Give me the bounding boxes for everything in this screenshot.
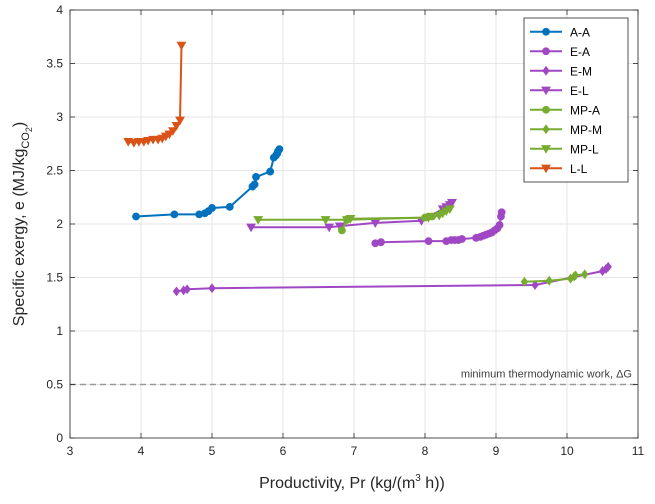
legend-label-e-m: E-M — [570, 64, 592, 78]
legend-marker-mp-l — [541, 145, 551, 154]
legend-label-e-a: E-A — [570, 45, 590, 59]
data-point-l-l — [171, 121, 182, 131]
data-point-a-a — [250, 180, 259, 189]
data-point-e-l — [447, 199, 457, 208]
data-point-mp-l — [423, 213, 434, 223]
legend-label-mp-l: MP-L — [570, 142, 599, 156]
data-point-e-m — [531, 280, 539, 290]
legend-marker-e-m — [542, 65, 550, 76]
x-axis-title-main: Productivity, Pr (kg/(m — [259, 475, 415, 492]
x-axis-title: Productivity, Pr (kg/(m3 h)) — [259, 473, 445, 492]
y-tick-label: 2.5 — [46, 164, 63, 178]
y-tick-label: 1.5 — [46, 271, 63, 285]
data-point-mp-m — [545, 275, 553, 286]
series-e-m — [172, 261, 612, 297]
data-point-a-a — [132, 212, 140, 221]
legend-label-mp-a: MP-A — [570, 103, 600, 117]
y-axis-title-sub: CO — [20, 132, 32, 149]
legend: A-A E-A E-M E-L MP-A MP-M MP-L L-L — [523, 17, 629, 183]
data-point-mp-l — [444, 205, 455, 215]
data-point-e-m — [183, 284, 191, 295]
x-tick-label: 9 — [493, 444, 500, 458]
x-tick-label: 11 — [632, 444, 645, 458]
data-point-a-a — [252, 173, 260, 181]
x-tick-label: 4 — [138, 444, 145, 458]
x-tick-label: 3 — [67, 444, 74, 458]
legend-marker-a-a — [542, 27, 550, 36]
data-point-mp-l — [320, 216, 331, 225]
data-point-e-m — [208, 283, 216, 294]
data-point-e-l — [324, 223, 335, 233]
series-mp-m — [520, 269, 589, 287]
legend-marker-mp-m — [542, 124, 550, 135]
data-point-e-a — [458, 235, 466, 243]
x-tick-label: 8 — [422, 444, 429, 458]
data-point-a-a — [225, 202, 234, 211]
data-point-e-a — [424, 237, 433, 246]
data-point-mp-m — [571, 270, 580, 281]
data-point-mp-m — [520, 276, 529, 287]
data-point-e-a — [495, 221, 504, 229]
y-tick-label: 3 — [56, 110, 63, 124]
data-point-mp-m — [581, 269, 589, 280]
data-point-a-a — [208, 204, 216, 212]
legend-marker-e-l — [541, 86, 551, 96]
y-tick-label: 0.5 — [46, 378, 63, 392]
reference-line-group: minimum thermodynamic work, ΔG — [70, 369, 638, 386]
x-tick-label: 10 — [560, 444, 574, 458]
legend-label-l-l: L-L — [570, 162, 588, 176]
y-tick-label: 1 — [56, 324, 63, 338]
series-l-l — [123, 41, 187, 148]
y-axis-title-main: Specific exergy, e (MJ/kg — [11, 149, 28, 327]
x-tick-label: 5 — [209, 444, 216, 458]
data-point-e-m — [604, 261, 612, 272]
data-point-e-a — [497, 208, 506, 217]
legend-marker-l-l — [541, 164, 551, 174]
data-point-a-a — [266, 167, 275, 176]
data-point-e-l — [246, 223, 256, 233]
ticks-group: 3 4 5 6 7 8 9 10 11 0 0.5 1 1.5 2 2.5 3 3.5 4 — [46, 3, 644, 458]
y-tick-label: 3.5 — [46, 57, 63, 71]
data-point-l-l — [168, 127, 178, 136]
y-tick-label: 2 — [56, 217, 63, 231]
data-point-l-l — [176, 41, 187, 51]
legend-marker-mp-a — [542, 105, 550, 114]
reference-line-label: minimum thermodynamic work, ΔG — [461, 369, 632, 381]
data-point-a-a — [275, 145, 284, 153]
legend-marker-e-a — [542, 47, 550, 56]
legend-box — [523, 17, 629, 183]
legend-label-e-l: E-L — [570, 84, 589, 98]
series-mp-l — [253, 205, 455, 225]
x-tick-label: 7 — [351, 444, 358, 458]
y-axis-title-subsub: 2 — [24, 127, 34, 132]
data-point-e-m — [172, 286, 181, 297]
legend-label-a-a: A-A — [570, 25, 590, 39]
y-tick-label: 0 — [56, 431, 63, 445]
x-tick-label: 6 — [280, 444, 287, 458]
series-e-a — [371, 208, 506, 248]
data-point-mp-l — [253, 216, 264, 225]
legend-label-mp-m: MP-M — [570, 123, 602, 137]
x-axis-title-end: h)) — [421, 475, 445, 492]
series-a-a — [132, 145, 284, 221]
data-point-a-a — [170, 210, 179, 219]
data-point-mp-l — [345, 215, 356, 224]
y-axis-title: Specific exergy, e (MJ/kgCO2) — [11, 122, 34, 326]
data-point-e-a — [377, 238, 385, 247]
x-axis-title-sup: 3 — [415, 473, 421, 484]
series-group — [123, 41, 612, 297]
data-point-mp-a — [338, 226, 346, 235]
data-point-l-l — [175, 116, 185, 126]
y-axis-title-end: ) — [11, 122, 28, 127]
y-tick-label: 4 — [56, 3, 63, 17]
